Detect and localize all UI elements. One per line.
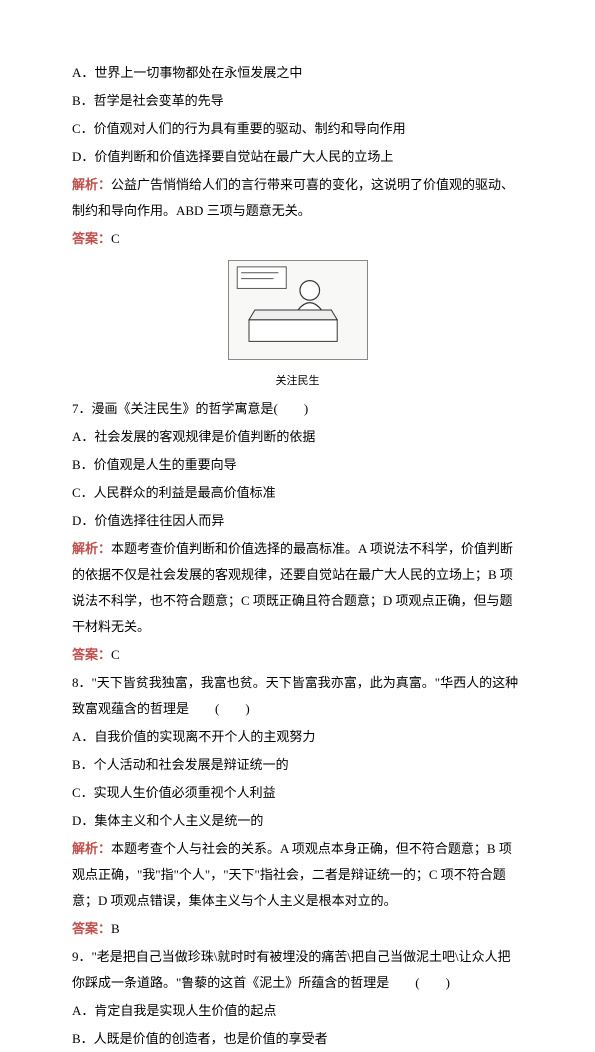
q6-answer: 答案：C	[72, 226, 523, 252]
q6-option-c: C．价值观对人们的行为具有重要的驱动、制约和导向作用	[72, 116, 523, 142]
cartoon-icon	[229, 261, 367, 359]
q6-analysis-text: 公益广告悄悄给人们的言行带来可喜的变化，这说明了价值观的驱动、制约和导向作用。A…	[72, 177, 514, 218]
q8-answer-value: B	[111, 921, 120, 936]
analysis-label: 解析：	[72, 541, 111, 556]
q7-option-b: B．价值观是人生的重要向导	[72, 452, 523, 478]
q8-option-b: B．个人活动和社会发展是辩证统一的	[72, 752, 523, 778]
q7-answer: 答案：C	[72, 642, 523, 668]
answer-label: 答案：	[72, 231, 111, 246]
analysis-label: 解析：	[72, 177, 111, 192]
q7-analysis-text: 本题考查价值判断和价值选择的最高标准。A 项说法不科学，价值判断的依据不仅是社会…	[72, 541, 513, 634]
q9-stem: 9．"老是把自己当做珍珠\就时时有被埋没的痛苦\把自己当做泥土吧\让众人把你踩成…	[72, 944, 523, 996]
cartoon-caption: 关注民生	[72, 370, 523, 392]
q7-option-d: D．价值选择往往因人而异	[72, 508, 523, 534]
q9-option-a: A．肯定自我是实现人生价值的起点	[72, 998, 523, 1024]
q8-stem: 8．"天下皆贫我独富，我富也贫。天下皆富我亦富，此为真富。"华西人的这种致富观蕴…	[72, 670, 523, 722]
answer-label: 答案：	[72, 921, 111, 936]
q6-option-d: D．价值判断和价值选择要自觉站在最广大人民的立场上	[72, 144, 523, 170]
q8-answer: 答案：B	[72, 916, 523, 942]
analysis-label: 解析：	[72, 841, 111, 856]
q8-analysis: 解析：本题考查个人与社会的关系。A 项观点本身正确，但不符合题意；B 项观点正确…	[72, 836, 523, 914]
answer-label: 答案：	[72, 647, 111, 662]
q7-option-c: C．人民群众的利益是最高价值标准	[72, 480, 523, 506]
q8-option-d: D．集体主义和个人主义是统一的	[72, 808, 523, 834]
q8-option-a: A．自我价值的实现离不开个人的主观努力	[72, 724, 523, 750]
q8-option-c: C．实现人生价值必须重视个人利益	[72, 780, 523, 806]
q6-analysis: 解析：公益广告悄悄给人们的言行带来可喜的变化，这说明了价值观的驱动、制约和导向作…	[72, 172, 523, 224]
q9-option-b: B．人既是价值的创造者，也是价值的享受者	[72, 1026, 523, 1052]
q6-option-b: B．哲学是社会变革的先导	[72, 88, 523, 114]
cartoon-image-placeholder	[228, 260, 368, 360]
q8-analysis-text: 本题考查个人与社会的关系。A 项观点本身正确，但不符合题意；B 项观点正确，"我…	[72, 841, 512, 908]
q7-analysis: 解析：本题考查价值判断和价值选择的最高标准。A 项说法不科学，价值判断的依据不仅…	[72, 536, 523, 640]
q7-answer-value: C	[111, 647, 120, 662]
q7-option-a: A．社会发展的客观规律是价值判断的依据	[72, 424, 523, 450]
q6-option-a: A．世界上一切事物都处在永恒发展之中	[72, 60, 523, 86]
q6-answer-value: C	[111, 231, 120, 246]
q7-stem: 7．漫画《关注民生》的哲学寓意是( )	[72, 396, 523, 422]
cartoon-image-block: 关注民生	[72, 260, 523, 392]
